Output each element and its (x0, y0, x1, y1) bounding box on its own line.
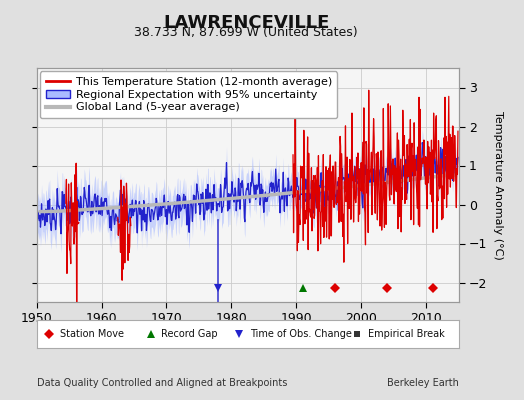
Text: LAWRENCEVILLE: LAWRENCEVILLE (163, 14, 330, 32)
Text: Berkeley Earth: Berkeley Earth (387, 378, 458, 388)
Text: Station Move: Station Move (60, 329, 124, 339)
Text: Time of Obs. Change: Time of Obs. Change (250, 329, 352, 339)
Text: Record Gap: Record Gap (161, 329, 218, 339)
Text: Data Quality Controlled and Aligned at Breakpoints: Data Quality Controlled and Aligned at B… (37, 378, 287, 388)
Legend: This Temperature Station (12-month average), Regional Expectation with 95% uncer: This Temperature Station (12-month avera… (40, 71, 337, 118)
Y-axis label: Temperature Anomaly (°C): Temperature Anomaly (°C) (493, 111, 503, 259)
Text: Empirical Break: Empirical Break (368, 329, 444, 339)
Text: 38.733 N, 87.699 W (United States): 38.733 N, 87.699 W (United States) (135, 26, 358, 39)
